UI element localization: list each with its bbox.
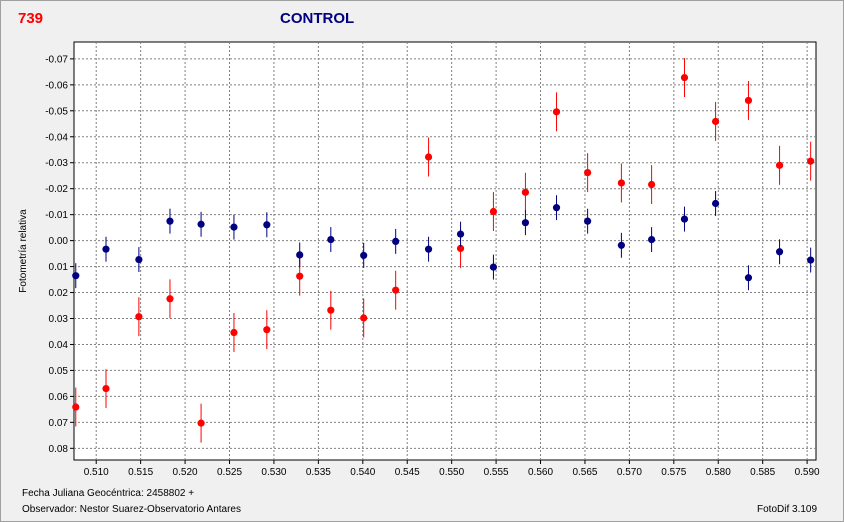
data-point: [360, 251, 368, 260]
x-tick-label: 0.585: [750, 467, 775, 478]
x-tick-label: 0.580: [706, 467, 731, 478]
y-tick-label: -0.07: [45, 54, 68, 65]
grid-lines: [74, 42, 816, 460]
y-tick-label: 0.02: [49, 288, 69, 299]
y-tick-label: 0.07: [49, 418, 69, 429]
x-tick-label: 0.510: [84, 467, 109, 478]
data-point: [744, 274, 753, 282]
y-tick-label: -0.04: [45, 132, 68, 143]
data-point: [197, 419, 205, 427]
data-point: [521, 219, 530, 227]
data-point: [807, 256, 815, 264]
data-point: [552, 108, 561, 116]
data-point: [263, 221, 271, 229]
x-tick-label: 0.525: [217, 467, 242, 478]
data-point: [552, 204, 561, 212]
x-tick-label: 0.550: [439, 467, 464, 478]
y-tick-label: 0.03: [49, 314, 69, 325]
y-tick-label: -0.01: [45, 210, 68, 221]
data-point: [424, 153, 433, 161]
x-tick-label: 0.565: [572, 467, 597, 478]
x-tick-label: 0.545: [395, 467, 420, 478]
x-tick-label: 0.590: [795, 467, 820, 478]
data-point: [489, 207, 498, 216]
data-point: [521, 188, 530, 196]
data-point: [648, 180, 656, 189]
data-point: [392, 237, 400, 245]
data-point: [807, 157, 815, 165]
data-point: [230, 328, 238, 337]
data-point: [680, 215, 689, 223]
data-point: [489, 263, 498, 271]
y-tick-label: 0.05: [49, 366, 69, 377]
data-point: [327, 235, 335, 244]
y-tick-label: 0.00: [49, 236, 69, 247]
observer-label: Observador: Nestor Suarez-Observatorio A…: [22, 504, 241, 515]
data-point: [775, 248, 784, 256]
data-point: [648, 235, 656, 244]
data-point: [102, 385, 110, 393]
data-point: [230, 223, 238, 231]
plot-area: [73, 41, 817, 461]
data-point: [360, 314, 368, 322]
data-point: [584, 217, 592, 225]
data-point: [680, 73, 689, 82]
y-tick-label: -0.05: [45, 106, 68, 117]
data-point: [135, 255, 143, 264]
data-point: [775, 161, 784, 169]
y-axis-label: Fotometría relativa: [18, 209, 29, 293]
data-point: [263, 326, 271, 334]
x-tick-label: 0.515: [128, 467, 153, 478]
y-axis-ticks: -0.07 -0.06 -0.05 -0.04 -0.03 -0.02 -0.01 0.00 0…: [45, 54, 74, 455]
data-point: [166, 217, 174, 225]
julian-date-label: Fecha Juliana Geocéntrica: 2458802 +: [22, 488, 195, 499]
x-axis-ticks: 0.510 0.515 0.520 0.525 0.530 0.535 0.540 0.545…: [84, 460, 820, 478]
data-point: [327, 306, 335, 314]
data-point: [584, 168, 592, 177]
data-point: [744, 96, 753, 105]
y-tick-label: 0.04: [49, 340, 69, 351]
chart-title: CONTROL: [280, 10, 355, 27]
data-points: [72, 58, 815, 443]
data-point: [424, 245, 433, 253]
data-point: [72, 272, 80, 280]
x-tick-label: 0.570: [617, 467, 642, 478]
data-point: [197, 220, 205, 228]
y-tick-label: 0.06: [49, 392, 69, 403]
x-tick-label: 0.560: [528, 467, 553, 478]
data-point: [296, 272, 304, 280]
data-point: [296, 251, 304, 259]
data-point: [166, 295, 174, 303]
data-point: [392, 286, 400, 294]
data-point: [711, 117, 720, 126]
data-point: [135, 313, 143, 321]
data-point: [711, 199, 720, 208]
y-tick-label: 0.08: [49, 444, 69, 455]
x-tick-label: 0.575: [661, 467, 686, 478]
x-tick-label: 0.555: [484, 467, 509, 478]
data-point: [456, 244, 465, 253]
x-tick-label: 0.535: [306, 467, 331, 478]
software-version: FotoDif 3.109: [757, 504, 818, 515]
object-id: 739: [18, 10, 44, 27]
y-tick-label: 0.01: [49, 262, 69, 273]
x-tick-label: 0.520: [173, 467, 198, 478]
data-point: [456, 230, 465, 238]
y-tick-label: -0.02: [45, 184, 68, 195]
y-tick-label: -0.06: [45, 80, 68, 91]
data-point: [617, 179, 625, 187]
data-point: [72, 403, 80, 411]
x-tick-label: 0.530: [261, 467, 286, 478]
data-point: [102, 245, 110, 253]
data-point: [617, 241, 625, 249]
x-tick-label: 0.540: [350, 467, 375, 478]
y-tick-label: -0.03: [45, 158, 68, 169]
